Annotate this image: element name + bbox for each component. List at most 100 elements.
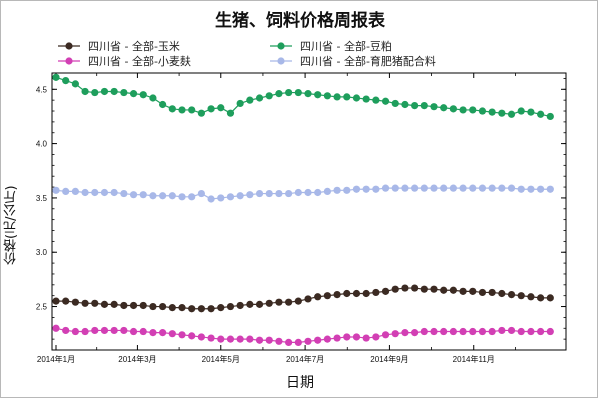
data-point xyxy=(420,184,428,192)
data-point xyxy=(226,302,235,311)
data-point xyxy=(265,92,273,100)
data-point xyxy=(217,194,225,202)
data-point xyxy=(71,327,79,336)
data-point xyxy=(381,287,390,295)
legend-swatch-marker xyxy=(65,57,73,65)
data-point xyxy=(401,184,409,192)
data-point xyxy=(265,189,273,198)
data-point xyxy=(100,87,109,96)
data-point xyxy=(294,338,302,346)
data-point xyxy=(246,335,254,343)
data-point xyxy=(236,99,244,108)
y-tick-label: 2.5 xyxy=(36,303,48,312)
data-point xyxy=(52,73,60,81)
data-point xyxy=(149,192,157,200)
data-point xyxy=(449,327,457,336)
data-point xyxy=(188,106,196,114)
data-point xyxy=(207,105,215,113)
chart-title: 生猪、饲料价格周报表 xyxy=(215,11,385,31)
data-point xyxy=(372,288,380,297)
data-point xyxy=(546,112,554,121)
legend-entry-label: 四川省 - 全部-豆粕 xyxy=(300,39,392,53)
data-point xyxy=(110,87,118,96)
data-point xyxy=(120,88,128,97)
data-point xyxy=(459,327,467,336)
data-point xyxy=(275,189,283,198)
data-point xyxy=(159,302,167,311)
data-point xyxy=(159,329,167,337)
data-point xyxy=(226,335,235,343)
data-point xyxy=(352,94,361,102)
data-point xyxy=(71,187,79,196)
data-point xyxy=(430,327,438,336)
data-point xyxy=(411,284,419,292)
data-point xyxy=(372,333,380,341)
x-tick-label: 2014年9月 xyxy=(370,354,408,364)
data-point xyxy=(507,184,516,192)
data-point xyxy=(120,301,128,310)
data-point xyxy=(62,77,70,85)
data-point xyxy=(459,287,467,295)
data-point xyxy=(275,298,283,306)
data-point xyxy=(168,330,176,338)
data-point xyxy=(149,302,157,311)
data-point xyxy=(401,329,409,337)
x-tick-label: 2014年7月 xyxy=(286,354,324,364)
data-point xyxy=(362,334,370,342)
data-point xyxy=(391,184,399,192)
data-point xyxy=(71,80,79,88)
data-point xyxy=(440,286,448,294)
data-point xyxy=(197,333,205,341)
data-point xyxy=(149,329,157,337)
data-point xyxy=(149,94,157,102)
data-point xyxy=(226,193,235,201)
data-point xyxy=(197,109,205,117)
data-point xyxy=(129,90,138,98)
data-point xyxy=(362,95,370,103)
data-point xyxy=(265,336,273,344)
data-point xyxy=(168,192,176,200)
data-point xyxy=(314,91,322,99)
x-axis-label: 日期 xyxy=(286,375,314,391)
data-point xyxy=(488,288,496,297)
data-point xyxy=(420,101,428,110)
data-point xyxy=(100,300,109,308)
data-point xyxy=(81,188,89,197)
legend-swatch-marker xyxy=(65,42,73,50)
data-point xyxy=(430,103,438,111)
data-point xyxy=(168,105,176,113)
data-point xyxy=(343,333,351,341)
data-point xyxy=(159,192,167,200)
data-point xyxy=(139,91,147,99)
data-point xyxy=(110,188,118,197)
data-point xyxy=(178,304,186,312)
data-point xyxy=(440,104,448,112)
data-point xyxy=(129,191,138,199)
data-point xyxy=(391,285,399,293)
series-line-3 xyxy=(55,327,551,343)
data-point xyxy=(71,298,79,306)
data-point xyxy=(265,299,273,307)
data-point xyxy=(91,299,99,307)
y-tick-label: 3.0 xyxy=(36,248,48,257)
data-point xyxy=(81,327,89,336)
data-point xyxy=(275,90,283,98)
data-point xyxy=(440,184,448,192)
data-point xyxy=(527,185,535,193)
data-point xyxy=(110,326,118,335)
data-point xyxy=(52,324,60,332)
data-point xyxy=(178,331,186,339)
data-point xyxy=(323,187,331,196)
data-point xyxy=(478,288,487,297)
series-line-1 xyxy=(56,287,551,310)
data-point xyxy=(246,300,254,308)
data-point xyxy=(120,189,128,198)
data-point xyxy=(294,297,302,305)
data-point xyxy=(498,109,506,117)
series-line-2 xyxy=(55,76,551,118)
data-point xyxy=(343,186,351,194)
data-point xyxy=(401,284,409,292)
data-point xyxy=(517,107,525,115)
data-point xyxy=(333,334,341,342)
data-point xyxy=(188,193,196,201)
